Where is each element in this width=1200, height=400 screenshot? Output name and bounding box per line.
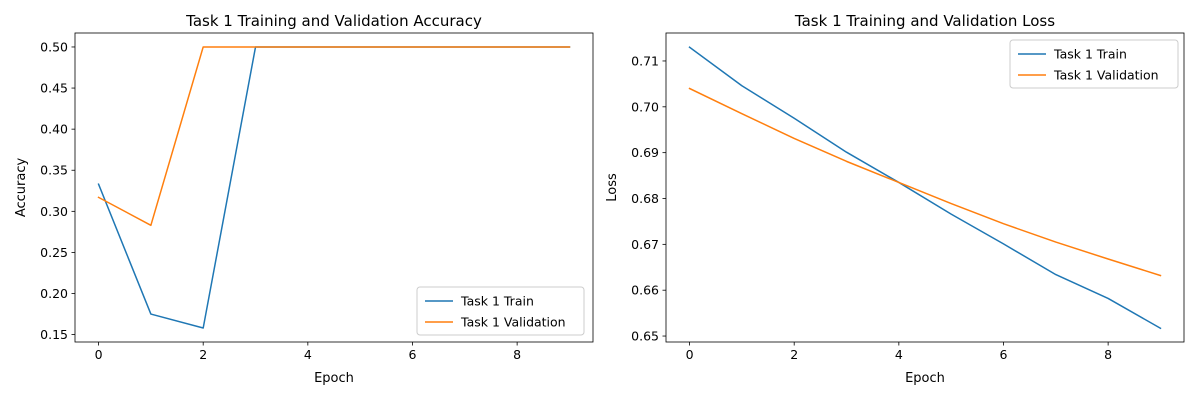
axes-frame (74, 32, 594, 343)
y-tick-label: 0.67 (631, 237, 659, 252)
y-tick-label: 0.15 (40, 327, 68, 342)
legend-box (416, 286, 585, 336)
x-axis-label: Epoch (905, 371, 945, 386)
y-tick-label: 0.45 (40, 81, 68, 96)
y-axis-label: Accuracy (14, 158, 29, 218)
y-tick-label: 0.25 (40, 245, 68, 260)
y-tick-label: 0.20 (40, 286, 68, 301)
legend-label-train: Task 1 Train (1053, 47, 1127, 62)
x-tick-label: 2 (790, 347, 798, 362)
legend-label-train: Task 1 Train (460, 294, 534, 309)
series-line-train (97, 46, 571, 329)
chart-title: Task 1 Training and Validation Loss (794, 12, 1055, 30)
legend-label-validation: Task 1 Validation (1053, 68, 1159, 83)
series-group (688, 46, 1162, 330)
chart-title: Task 1 Training and Validation Accuracy (185, 12, 482, 30)
x-tick-label: 6 (1000, 347, 1008, 362)
x-tick-label: 4 (895, 347, 903, 362)
loss-chart: Task 1 Training and Validation Loss 0 2 4 6 8… (605, 12, 1185, 386)
y-tick-label: 0.50 (40, 39, 68, 54)
y-tick-label: 0.35 (40, 163, 68, 178)
accuracy-chart: Task 1 Training and Validation Accuracy 0… (14, 12, 594, 386)
x-tick-label: 2 (199, 347, 207, 362)
series-group (97, 46, 571, 329)
axes-frame (665, 32, 1185, 343)
y-tick-label: 0.70 (631, 99, 659, 114)
x-tick-label: 8 (1104, 347, 1112, 362)
x-tick-label: 0 (95, 347, 103, 362)
series-line-train (688, 46, 1162, 330)
y-tick-label: 0.71 (631, 53, 659, 68)
x-tick-label: 6 (409, 347, 417, 362)
legend: Task 1 Train Task 1 Validation (1009, 39, 1179, 89)
legend: Task 1 Train Task 1 Validation (416, 286, 585, 336)
y-tick-label: 0.66 (631, 283, 659, 298)
legend-label-validation: Task 1 Validation (460, 315, 566, 330)
y-axis-label: Loss (605, 173, 620, 202)
series-line-validation (688, 87, 1162, 277)
x-tick-label: 8 (513, 347, 521, 362)
series-line-validation (97, 46, 571, 227)
y-tick-label: 0.68 (631, 191, 659, 206)
y-tick-label: 0.69 (631, 145, 659, 160)
x-tick-label: 4 (304, 347, 312, 362)
x-axis-label: Epoch (314, 371, 354, 386)
y-tick-label: 0.65 (631, 329, 659, 344)
legend-box (1009, 39, 1179, 89)
x-tick-label: 0 (686, 347, 694, 362)
y-tick-label: 0.30 (40, 204, 68, 219)
y-tick-label: 0.40 (40, 122, 68, 137)
